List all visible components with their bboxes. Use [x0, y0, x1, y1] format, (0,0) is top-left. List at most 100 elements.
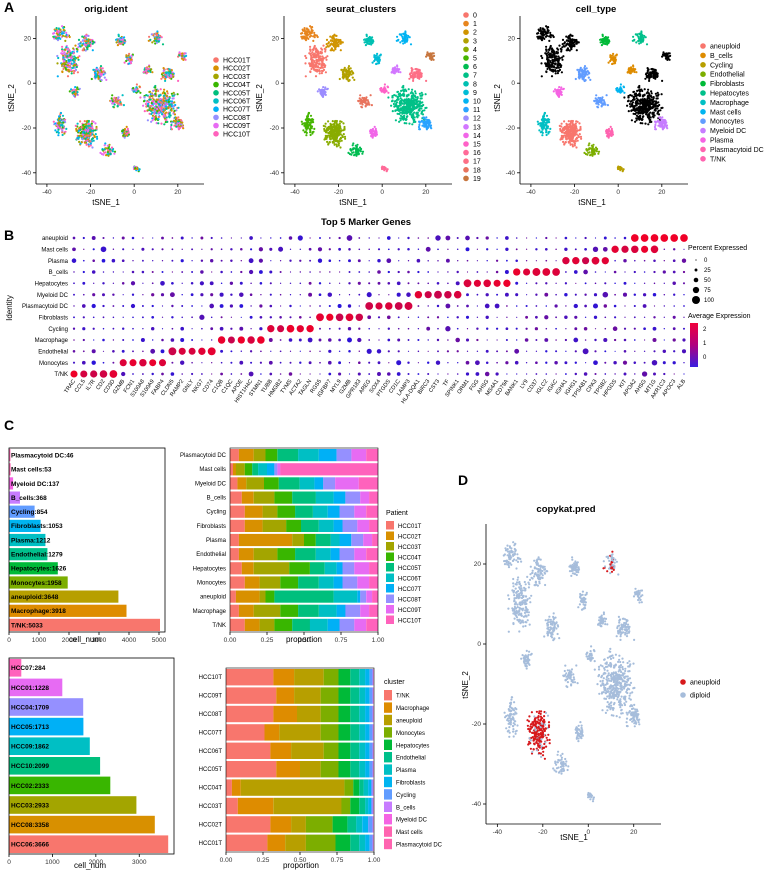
- scatter-point: [410, 67, 413, 70]
- scatter-point: [386, 85, 389, 88]
- scatter-point: [54, 129, 57, 132]
- scatter-point: [160, 122, 163, 125]
- scatter-point: [581, 76, 584, 79]
- scatter-point: [543, 111, 547, 115]
- scatter-point: [165, 118, 168, 122]
- scatter-point: [574, 129, 577, 133]
- scatter-point: [107, 154, 110, 157]
- scatter-point: [178, 54, 181, 57]
- scatter-point: [579, 127, 582, 130]
- scatter-point: [418, 128, 421, 131]
- legend-swatch: [213, 73, 219, 80]
- x-tick-label: 0: [132, 189, 136, 196]
- scatter-point: [644, 122, 647, 125]
- scatter-point: [320, 69, 324, 72]
- scatter-point: [333, 123, 336, 126]
- scatter-point: [337, 144, 340, 147]
- scatter-point: [561, 137, 564, 140]
- scatter-point: [109, 152, 112, 155]
- scatter-point: [635, 107, 638, 110]
- scatter-point: [116, 105, 119, 108]
- scatter-point: [73, 90, 76, 93]
- scatter-point: [162, 76, 165, 79]
- scatter-point: [560, 50, 563, 53]
- scatter-point: [638, 37, 641, 40]
- scatter-point: [638, 117, 642, 120]
- scatter-point: [170, 128, 173, 131]
- legend-swatch: [213, 98, 219, 104]
- scatter-point: [63, 62, 66, 65]
- scatter-point: [591, 152, 594, 155]
- scatter-point: [308, 52, 311, 55]
- scatter-point: [99, 151, 102, 154]
- scatter-point: [158, 94, 161, 97]
- scatter-point: [417, 125, 421, 129]
- scatter-point: [168, 116, 171, 119]
- scatter-point: [589, 78, 592, 81]
- scatter-point: [425, 79, 428, 82]
- scatter-point: [349, 67, 352, 70]
- scatter-point: [324, 91, 327, 94]
- scatter-point: [584, 79, 587, 82]
- scatter-point: [405, 105, 408, 108]
- scatter-point: [353, 78, 356, 81]
- scatter-point: [551, 48, 554, 51]
- scatter-point: [56, 75, 59, 78]
- scatter-point: [82, 47, 85, 50]
- scatter-point: [87, 42, 90, 45]
- scatter-point: [394, 66, 397, 69]
- scatter-point: [64, 53, 67, 56]
- scatter-point: [94, 122, 97, 125]
- scatter-point: [627, 110, 630, 113]
- scatter-point: [309, 133, 312, 137]
- scatter-point: [663, 118, 666, 122]
- scatter-point: [573, 144, 576, 147]
- scatter-point: [78, 134, 81, 137]
- scatter-point: [177, 116, 180, 119]
- scatter-point: [643, 97, 646, 101]
- legend-label: HCC02T: [223, 66, 251, 73]
- scatter-point: [657, 101, 660, 104]
- scatter-point: [611, 57, 614, 60]
- scatter-point: [146, 104, 150, 108]
- scatter-point: [541, 134, 544, 137]
- scatter-point: [562, 140, 565, 143]
- y-tick-label: -20: [270, 125, 280, 132]
- scatter-point: [405, 122, 408, 125]
- scatter-point: [64, 118, 67, 121]
- scatter-point: [550, 75, 554, 78]
- scatter-point: [552, 35, 555, 39]
- scatter-point: [361, 96, 364, 99]
- scatter-point: [88, 126, 92, 129]
- scatter-point: [84, 135, 87, 138]
- scatter-point: [106, 144, 109, 147]
- scatter-point: [167, 100, 170, 103]
- scatter-point: [410, 70, 413, 73]
- scatter-point: [402, 115, 405, 118]
- scatter-point: [648, 101, 651, 104]
- scatter-point: [567, 125, 570, 128]
- scatter-point: [149, 98, 152, 101]
- scatter-point: [61, 62, 64, 65]
- scatter-point: [59, 111, 63, 115]
- scatter-point: [579, 68, 582, 71]
- scatter-point: [157, 89, 160, 93]
- scatter-point: [78, 87, 81, 90]
- scatter-point: [339, 40, 342, 43]
- scatter-point: [416, 68, 419, 71]
- scatter-point: [560, 122, 563, 125]
- scatter-point: [649, 105, 652, 108]
- scatter-point: [427, 126, 430, 129]
- scatter-point: [413, 118, 416, 122]
- scatter-point: [62, 67, 65, 71]
- scatter-point: [74, 124, 77, 127]
- scatter-point: [545, 131, 548, 134]
- scatter-point: [302, 129, 305, 132]
- scatter-point: [411, 123, 414, 126]
- scatter-point: [566, 47, 570, 50]
- scatter-point: [393, 100, 396, 103]
- scatter-point: [419, 73, 422, 76]
- scatter-point: [641, 118, 644, 121]
- scatter-point: [547, 132, 550, 135]
- legend-label: 19: [473, 176, 481, 183]
